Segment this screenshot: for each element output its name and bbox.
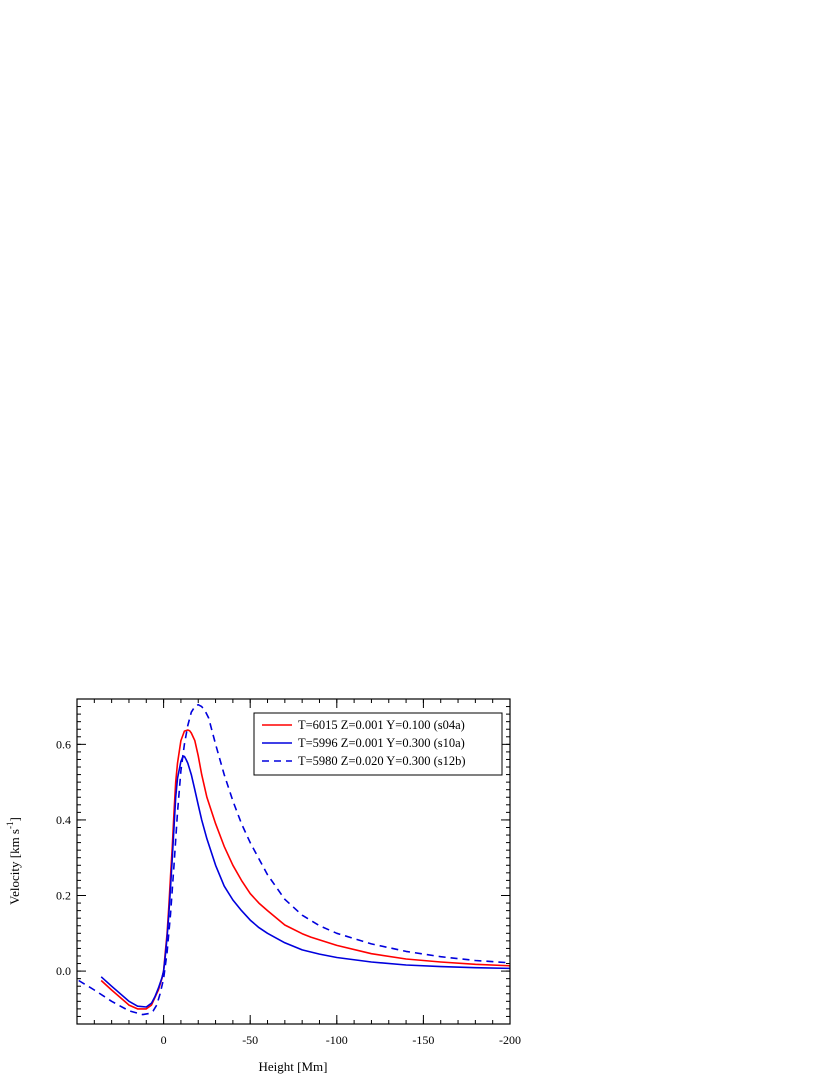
x-tick-label: -50 [242, 1033, 258, 1047]
plot-frame [76, 698, 511, 1025]
x-axis-title: Height [Mm] [259, 1059, 328, 1074]
y-axis-title-sup: -1 [5, 822, 15, 830]
legend-label-1: T=6015 Z=0.001 Y=0.100 (s04a) [298, 718, 465, 732]
y-tick-label: 0.2 [56, 889, 71, 903]
series-layer [78, 703, 510, 1016]
y-axis-title-base: Velocity [km s [7, 829, 22, 905]
legend: T=6015 Z=0.001 Y=0.100 (s04a) T=5996 Z=0.… [253, 712, 503, 776]
series-line-2 [100, 755, 510, 1008]
x-tick-labels: 0 -50 -100 -150 -200 [161, 1033, 521, 1047]
series-line-3 [78, 703, 510, 1016]
y-tick-label: 0.0 [56, 964, 71, 978]
y-axis-title-close: ] [7, 817, 22, 821]
y-tick-label: 0.6 [56, 737, 71, 751]
minor-ticks [76, 698, 511, 1025]
y-axis-title: Velocity [km s-1] [5, 817, 22, 905]
legend-label-2: T=5996 Z=0.001 Y=0.300 (s10a) [298, 736, 465, 750]
x-tick-label: -200 [499, 1033, 521, 1047]
x-tick-label: -150 [412, 1033, 434, 1047]
y-tick-labels: 0.0 0.2 0.4 0.6 [56, 737, 71, 978]
x-tick-label: 0 [161, 1033, 167, 1047]
legend-box [253, 712, 503, 776]
x-tick-label: -100 [326, 1033, 348, 1047]
legend-label-3: T=5980 Z=0.020 Y=0.300 (s12b) [298, 754, 466, 768]
y-tick-label: 0.4 [56, 813, 71, 827]
